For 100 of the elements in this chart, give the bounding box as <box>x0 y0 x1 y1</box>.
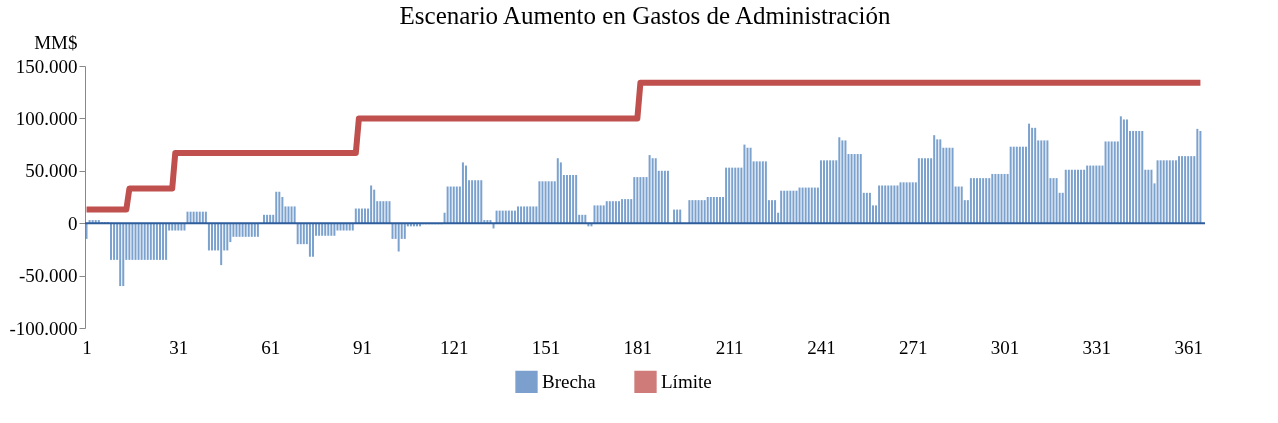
bar <box>621 199 624 224</box>
bar <box>1080 169 1083 224</box>
bar <box>1101 165 1104 224</box>
bar <box>241 223 244 237</box>
bar <box>792 190 795 224</box>
bar <box>1168 160 1171 224</box>
bar <box>865 192 868 224</box>
bar <box>480 180 483 224</box>
bar <box>544 181 547 224</box>
bar <box>761 161 764 224</box>
bar <box>627 199 630 224</box>
bar <box>1107 141 1110 224</box>
bar <box>1135 130 1138 224</box>
bar <box>526 206 529 224</box>
bar <box>972 178 975 224</box>
bar <box>556 158 559 224</box>
bar <box>994 173 997 224</box>
bar <box>318 223 321 236</box>
bar <box>397 223 400 252</box>
bar <box>158 223 161 260</box>
bar <box>737 167 740 224</box>
bar <box>382 201 385 224</box>
bar <box>608 201 611 224</box>
bar <box>706 197 709 224</box>
bar <box>951 147 954 224</box>
bar <box>152 223 155 260</box>
bar <box>354 208 357 224</box>
x-tick-label: 331 <box>1082 336 1112 358</box>
bar <box>801 187 804 224</box>
bar <box>633 177 636 224</box>
bar <box>1015 146 1018 224</box>
bar <box>1177 156 1180 224</box>
bar <box>933 135 936 224</box>
bar <box>1040 140 1043 224</box>
bar <box>464 165 467 224</box>
bar <box>1171 160 1174 224</box>
bar <box>881 185 884 224</box>
bar <box>694 200 697 224</box>
bar <box>85 223 88 239</box>
bar <box>774 200 777 224</box>
bar <box>137 223 140 260</box>
bar <box>939 139 942 224</box>
bar <box>770 200 773 224</box>
bar <box>1125 119 1128 224</box>
bar <box>477 180 480 224</box>
bar <box>119 223 122 287</box>
bar <box>1184 156 1187 224</box>
bar <box>648 155 651 224</box>
bar <box>893 185 896 224</box>
bar <box>235 223 238 237</box>
bar <box>1187 156 1190 224</box>
x-tick-label: 301 <box>990 336 1020 358</box>
bar <box>976 178 979 224</box>
bar <box>333 223 336 236</box>
bar <box>948 147 951 224</box>
bar <box>725 167 728 224</box>
bar <box>804 187 807 224</box>
bar <box>639 177 642 224</box>
bar <box>122 223 125 287</box>
bar <box>832 160 835 224</box>
bar <box>403 223 406 239</box>
bar <box>256 223 259 237</box>
bar <box>1067 169 1070 224</box>
bar <box>250 223 253 237</box>
bar <box>731 167 734 224</box>
bar <box>357 208 360 224</box>
bar <box>1052 178 1055 224</box>
bar <box>155 223 158 260</box>
bar <box>321 223 324 236</box>
x-tick-label: 211 <box>715 336 744 358</box>
bar <box>957 186 960 224</box>
bar <box>327 223 330 236</box>
bar <box>856 154 859 224</box>
bar <box>541 181 544 224</box>
bar <box>636 177 639 224</box>
bar <box>596 205 599 224</box>
y-tick-label: 100.000 <box>15 107 78 129</box>
bar <box>532 206 535 224</box>
bar <box>1086 165 1089 224</box>
bar <box>902 182 905 224</box>
bar <box>110 223 113 260</box>
bar <box>1070 169 1073 224</box>
bar <box>599 205 602 224</box>
bar <box>1009 146 1012 224</box>
x-tick-label: 31 <box>169 336 189 358</box>
bar <box>911 182 914 224</box>
bar <box>715 197 718 224</box>
bar <box>982 178 985 224</box>
bar <box>210 223 213 251</box>
legend-label: Límite <box>661 370 712 392</box>
bar <box>379 201 382 224</box>
bar <box>572 174 575 224</box>
bar <box>718 197 721 224</box>
bar <box>140 223 143 260</box>
bar <box>712 197 715 224</box>
bar <box>758 161 761 224</box>
bar <box>1147 169 1150 224</box>
bar <box>844 140 847 224</box>
bar <box>364 208 366 224</box>
bar <box>1021 146 1024 224</box>
